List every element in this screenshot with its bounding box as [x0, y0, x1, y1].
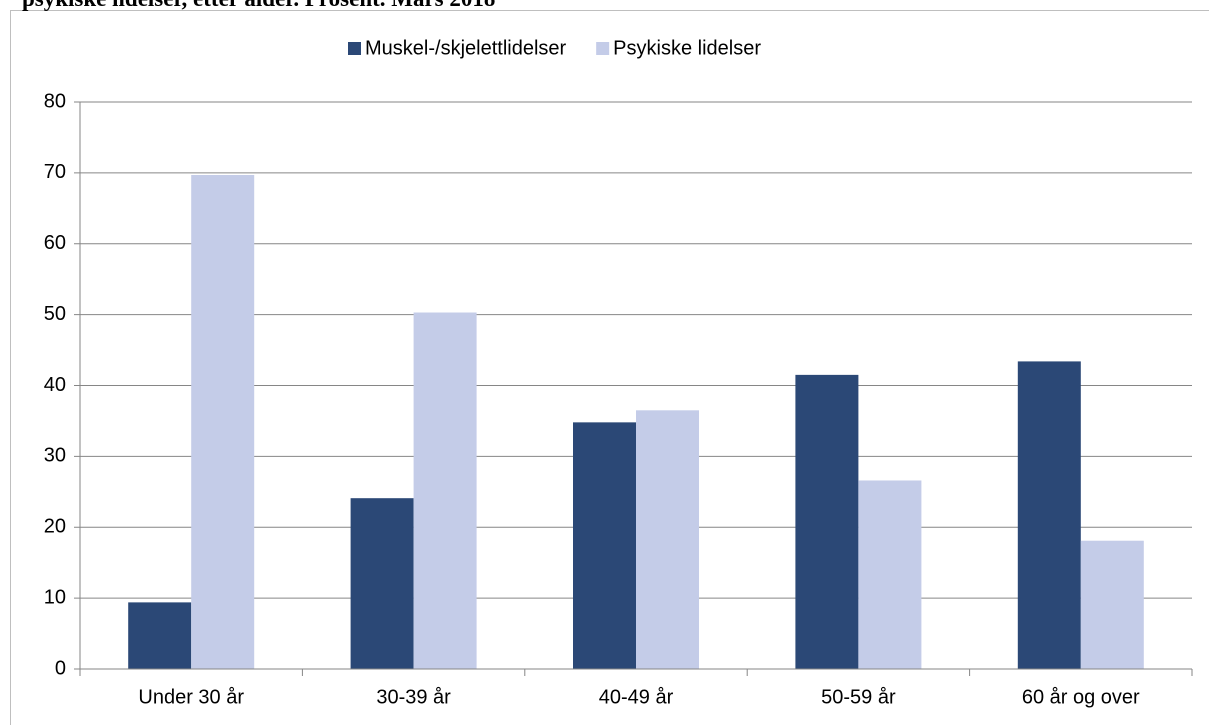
legend-label: Muskel-/skjelettlidelser — [365, 37, 567, 59]
x-tick-label: Under 30 år — [138, 686, 244, 708]
y-tick-label: 0 — [55, 657, 66, 679]
chart-frame — [10, 10, 1209, 725]
bar — [636, 410, 699, 669]
legend-swatch — [596, 42, 610, 55]
y-tick-label: 50 — [44, 303, 66, 325]
bar — [1080, 540, 1144, 669]
bar — [350, 498, 414, 669]
y-tick-label: 70 — [44, 161, 66, 183]
y-tick-label: 10 — [44, 586, 66, 608]
bar — [413, 312, 477, 669]
bar — [191, 175, 255, 669]
bar — [128, 602, 192, 669]
legend-swatch — [348, 42, 361, 55]
y-tick-label: 40 — [44, 374, 66, 396]
y-tick-label: 30 — [44, 445, 66, 467]
x-tick-label: 50-59 år — [821, 686, 896, 708]
y-tick-label: 20 — [44, 516, 66, 538]
bar — [573, 422, 636, 669]
legend-label: Psykiske lidelser — [613, 37, 761, 59]
x-tick-label: 40-49 år — [599, 686, 674, 708]
y-tick-label: 80 — [44, 90, 66, 112]
bar — [858, 480, 922, 669]
chart-title: psykiske lidelser, etter alder. Prosent.… — [22, 0, 495, 11]
y-tick-label: 60 — [44, 232, 66, 254]
bar — [1017, 361, 1081, 669]
x-tick-label: 30-39 år — [376, 686, 451, 708]
bar — [795, 374, 859, 669]
x-tick-label: 60 år og over — [1022, 686, 1140, 708]
